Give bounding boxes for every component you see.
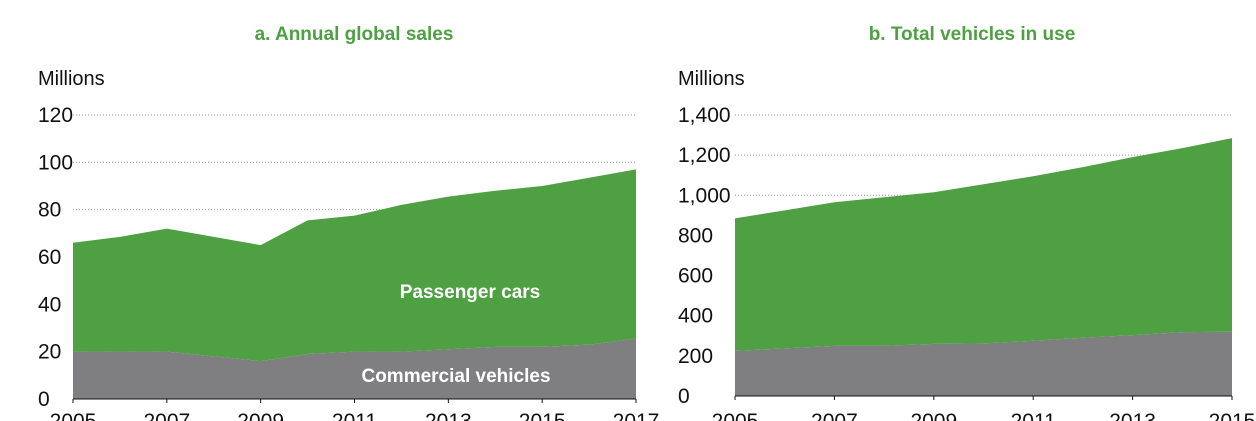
y-tick-label: 400 [678, 305, 713, 328]
y-tick-label: 200 [678, 345, 713, 368]
series-label: Passenger cars [400, 282, 541, 303]
y-axis-label: Millions [678, 68, 745, 90]
y-tick-label: 80 [38, 199, 61, 222]
area [73, 338, 636, 399]
x-tick-label: 2015 [1209, 410, 1256, 421]
y-tick-label: 1,400 [678, 104, 731, 127]
x-tick-label: 2009 [237, 410, 284, 421]
area [735, 331, 1232, 396]
y-tick-label: 800 [678, 224, 713, 247]
y-tick-label: 0 [678, 385, 690, 408]
y-tick-label: 1,000 [678, 184, 731, 207]
chart-title: a. Annual global sales [255, 24, 454, 45]
y-tick-label: 60 [38, 246, 61, 269]
x-tick-label: 2005 [50, 410, 97, 421]
x-tick-label: 2005 [712, 410, 759, 421]
y-tick-label: 20 [38, 341, 61, 364]
x-tick-label: 2007 [143, 410, 190, 421]
y-tick-label: 100 [38, 151, 73, 174]
y-tick-label: 600 [678, 265, 713, 288]
y-tick-label: 0 [38, 388, 50, 411]
chart-title: b. Total vehicles in use [869, 24, 1076, 45]
series-label: Commercial vehicles [361, 366, 550, 387]
x-tick-label: 2017 [613, 410, 660, 421]
y-axis-label: Millions [38, 68, 105, 90]
x-tick-label: 2013 [425, 410, 472, 421]
x-tick-label: 2011 [1011, 410, 1056, 421]
area [735, 138, 1232, 351]
area [73, 169, 636, 362]
x-tick-label: 2007 [811, 410, 858, 421]
y-tick-label: 40 [38, 293, 61, 316]
x-tick-label: 2013 [1109, 410, 1156, 421]
y-tick-label: 120 [38, 104, 73, 127]
x-tick-label: 2015 [519, 410, 566, 421]
y-tick-label: 1,200 [678, 144, 731, 167]
x-tick-label: 2011 [332, 410, 377, 421]
x-tick-label: 2009 [910, 410, 957, 421]
